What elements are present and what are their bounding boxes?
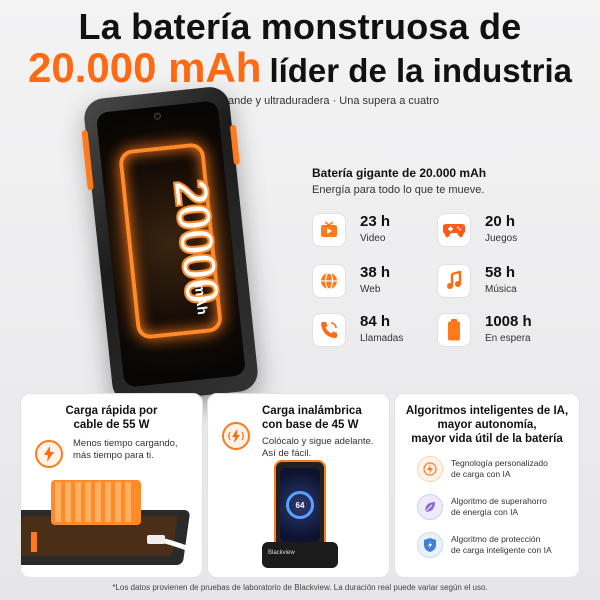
subtitle: Ultragrande y ultraduradera · Una supera… <box>195 95 439 107</box>
panel-desc: más tiempo para ti. <box>73 450 154 461</box>
headline-line2: 20.000 mAh líder de la industria <box>0 44 600 92</box>
phone-call-icon <box>312 313 346 347</box>
dock-brand: Blackview <box>268 550 295 556</box>
ai-panel: Algoritmos inteligentes de IA, mayor aut… <box>394 393 580 578</box>
panel-title: mayor vida útil de la batería <box>411 433 563 445</box>
stat-label: En espera <box>485 333 531 344</box>
panel-title: Carga inalámbrica <box>262 405 362 417</box>
ai-item: Tegnología personalizado de carga con IA <box>417 456 577 488</box>
stat-value: 58 h <box>485 264 516 281</box>
phone-side-accent-right <box>229 124 240 165</box>
ai-item-text: Tegnología personalizado de carga con IA <box>451 458 548 479</box>
ai-eco-icon <box>417 494 443 520</box>
stat-label: Música <box>485 284 517 295</box>
ai-item-text: Algoritmo de protección de carga intelige… <box>451 534 552 555</box>
phone-side-accent-left <box>81 130 94 191</box>
panel-title: mayor autonomía, <box>437 419 537 431</box>
stat-label: Juegos <box>485 233 518 244</box>
panel-title: cable de 55 W <box>73 419 150 431</box>
globe-icon <box>312 264 346 298</box>
wireless-charge-icon <box>222 422 250 450</box>
stat-label: Llamadas <box>360 333 404 344</box>
screen-capacity-unit: mAh <box>191 282 211 316</box>
dock-phone-screen: 64 <box>280 468 320 542</box>
charge-ring: 64 <box>286 491 314 519</box>
ai-item-text: Algoritmo de superahorro de energía con I… <box>451 496 547 517</box>
video-icon <box>312 213 346 247</box>
panel-desc: Así de fácil. <box>262 448 312 459</box>
stat-value: 20 h <box>485 213 516 230</box>
stat-music: 58 h Música <box>437 264 567 304</box>
ai-item: Algoritmo de protección de carga intelige… <box>417 532 577 564</box>
battery-cells-illustration <box>21 480 202 565</box>
ai-charge-icon <box>417 456 443 482</box>
capacity-highlight: 20.000 mAh <box>27 44 262 91</box>
battery-subtitle: Energía para todo lo que te mueve. <box>312 184 485 196</box>
shield-icon <box>417 532 443 558</box>
stat-video: 23 h Video <box>312 213 442 253</box>
headline-rest: líder de la industria <box>269 52 573 89</box>
dock-phone: 64 <box>274 460 326 550</box>
panel-title: con base de 45 W <box>262 419 359 431</box>
panel-title: Algoritmos inteligentes de IA, <box>405 405 569 417</box>
stat-value: 1008 h <box>485 313 532 330</box>
stat-value: 23 h <box>360 213 391 230</box>
stat-value: 84 h <box>360 313 391 330</box>
charging-dock: Blackview <box>262 542 338 568</box>
fast-charge-panel: Carga rápida por cable de 55 W Menos tie… <box>20 393 203 578</box>
ai-item: Algoritmo de superahorro de energía con I… <box>417 494 577 526</box>
stat-calls: 84 h Llamadas <box>312 313 442 353</box>
phone-screen: 20000 mAh <box>95 100 246 388</box>
stat-label: Video <box>360 233 386 244</box>
stat-label: Web <box>360 284 381 295</box>
stat-games: 20 h Juegos <box>437 213 567 253</box>
battery-title: Batería gigante de 20.000 mAh <box>312 166 487 180</box>
battery-icon <box>437 313 471 347</box>
headline: La batería monstruosa de <box>78 6 522 47</box>
music-icon <box>437 264 471 298</box>
gamepad-icon <box>437 213 471 247</box>
panel-title: Carga rápida por <box>65 405 158 417</box>
wireless-charge-panel: Carga inalámbrica con base de 45 W Colóc… <box>207 393 390 578</box>
stat-standby: 1008 h En espera <box>437 313 567 353</box>
footnote: *Los datos provienen de pruebas de labor… <box>112 583 488 592</box>
stat-value: 38 h <box>360 264 391 281</box>
stat-web: 38 h Web <box>312 264 442 304</box>
phone-image: 20000 mAh <box>81 85 260 405</box>
lightning-icon <box>35 440 63 468</box>
camera-icon <box>153 112 162 121</box>
panel-desc: Colócalo y sigue adelante. <box>262 436 374 447</box>
panel-desc: Menos tiempo cargando, <box>73 438 178 449</box>
